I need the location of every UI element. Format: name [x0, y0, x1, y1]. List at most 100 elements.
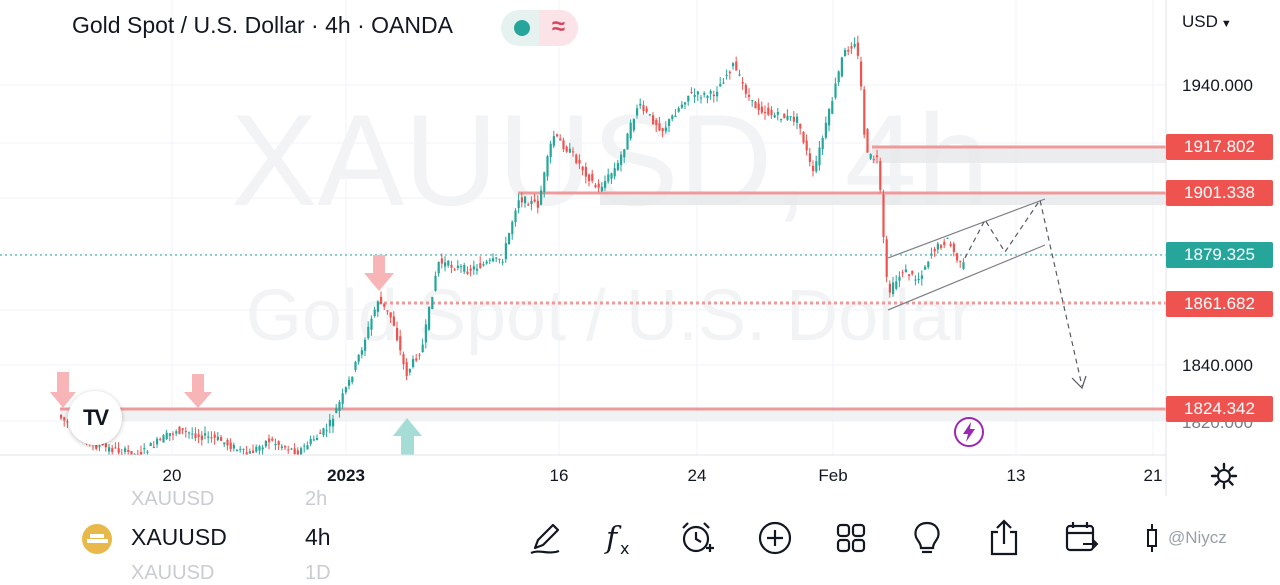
- timeframe-picker[interactable]: 4h: [305, 524, 331, 550]
- candle-body-242: [834, 83, 837, 98]
- projected-path[interactable]: [964, 198, 1083, 387]
- candle-body-120: [444, 262, 447, 267]
- candle-body-151: [543, 172, 546, 192]
- candle-body-263: [901, 272, 904, 274]
- candle-body-58: [245, 452, 248, 455]
- candle-body-252: [866, 129, 869, 153]
- watermark-description: Gold Spot / U.S. Dollar: [246, 276, 974, 356]
- market-status-pill[interactable]: ≈: [501, 10, 578, 46]
- candle-body-128: [469, 268, 472, 271]
- candle-body-86: [335, 408, 338, 413]
- candle-body-156: [559, 138, 562, 141]
- candle-body-211: [735, 61, 738, 71]
- candle-body-160: [572, 151, 575, 153]
- candle-body-27: [146, 451, 149, 453]
- data-delay-icon: ≈: [539, 10, 578, 46]
- candle-body-85: [332, 418, 335, 427]
- candle-body-174: [616, 163, 619, 170]
- grid-icon[interactable]: [831, 518, 871, 558]
- candle-body-103: [389, 312, 392, 318]
- lightbulb-icon[interactable]: [907, 518, 947, 558]
- lightning-icon[interactable]: [953, 416, 985, 448]
- candle-body-75: [300, 448, 303, 455]
- currency-selector[interactable]: USD ▼: [1182, 12, 1232, 32]
- candle-body-180: [636, 108, 639, 116]
- candle-body-206: [719, 83, 722, 87]
- price-chart[interactable]: XAUUSD, 4h Gold Spot / U.S. Dollar: [0, 0, 1280, 496]
- candle-body-209: [728, 71, 731, 74]
- candle-body-165: [588, 174, 591, 182]
- candle-body-13: [101, 443, 104, 445]
- candle-body-231: [799, 123, 802, 129]
- candle-body-235: [812, 165, 815, 172]
- level-tag-1861[interactable]: 1861.682: [1166, 291, 1273, 317]
- candle-body-236: [815, 161, 818, 172]
- candle-body-11: [95, 442, 98, 449]
- time-label-2023: 2023: [327, 466, 365, 485]
- tradingview-logo[interactable]: TV: [68, 391, 122, 445]
- candle-body-54: [232, 444, 235, 449]
- candle-body-171: [607, 174, 610, 182]
- candle-body-251: [863, 89, 866, 135]
- candle-body-173: [613, 168, 616, 177]
- pen-icon[interactable]: [525, 518, 565, 558]
- candle-body-48: [213, 434, 216, 438]
- candle-body-179: [632, 119, 635, 131]
- candle-body-36: [175, 431, 178, 434]
- candle-body-37: [178, 426, 181, 434]
- candle-body-226: [783, 113, 786, 119]
- candle-body-62: [258, 446, 261, 451]
- sell-arrow-2: [184, 374, 212, 408]
- candle-body-2: [66, 421, 69, 423]
- plus-circle-icon[interactable]: [755, 518, 795, 558]
- candle-body-234: [808, 153, 811, 162]
- projected-path-arrowhead: [1071, 375, 1087, 390]
- candle-body-118: [437, 262, 440, 274]
- candle-body-70: [284, 446, 287, 448]
- candle-body-84: [328, 419, 331, 427]
- candle-body-141: [511, 221, 514, 235]
- candle-body-52: [226, 439, 229, 446]
- candle-body-244: [840, 57, 843, 77]
- gear-icon[interactable]: [1210, 462, 1238, 490]
- level-tag-1917[interactable]: 1917.802: [1166, 134, 1273, 160]
- level-tag-1824[interactable]: 1824.342: [1166, 396, 1273, 422]
- candle-body-138: [501, 261, 504, 263]
- candle-body-110: [412, 359, 415, 367]
- candle-body-15: [108, 447, 111, 452]
- candle-body-28: [149, 442, 152, 447]
- alarm-add-icon[interactable]: [677, 518, 717, 558]
- candle-body-25: [140, 452, 143, 455]
- candle-body-116: [431, 296, 434, 310]
- candle-body-182: [642, 105, 645, 111]
- candle-body-228: [789, 116, 792, 118]
- candle-body-33: [165, 432, 168, 440]
- calendar-replay-icon[interactable]: [1061, 518, 1101, 558]
- candles-icon[interactable]: [1140, 518, 1164, 558]
- ascending-channel[interactable]: [887, 198, 1046, 311]
- chart-title[interactable]: Gold Spot / U.S. Dollar · 4h · OANDA: [72, 12, 453, 38]
- symbol-picker[interactable]: XAUUSD: [131, 524, 227, 550]
- grid: [0, 0, 1166, 455]
- candle-body-135: [492, 258, 495, 262]
- candle-body-161: [575, 154, 578, 164]
- formula-icon[interactable]: f x: [600, 518, 640, 558]
- candle-body-131: [479, 263, 482, 269]
- candle-body-60: [252, 450, 255, 453]
- candle-body-277: [946, 237, 949, 239]
- level-tag-1901[interactable]: 1901.338: [1166, 180, 1273, 206]
- candle-body-225: [780, 119, 783, 121]
- candle-body-45: [204, 433, 207, 436]
- candle-body-205: [716, 91, 719, 97]
- share-icon[interactable]: [984, 518, 1024, 558]
- time-label-16: 16: [549, 466, 569, 485]
- candle-body-126: [463, 265, 466, 272]
- candle-body-26: [143, 448, 146, 450]
- candle-body-145: [524, 196, 527, 204]
- candle-body-80: [316, 437, 319, 440]
- candle-body-279: [952, 243, 955, 252]
- candle-body-107: [402, 354, 405, 365]
- candle-body-148: [533, 199, 536, 202]
- candle-body-57: [242, 448, 245, 450]
- candle-body-221: [767, 107, 770, 115]
